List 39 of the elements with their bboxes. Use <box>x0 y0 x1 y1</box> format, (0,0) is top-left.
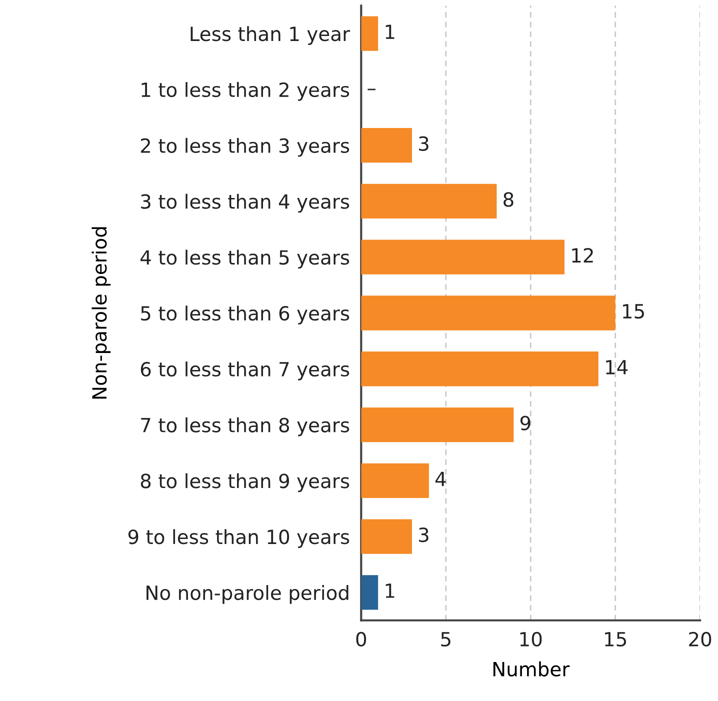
bar <box>361 296 616 330</box>
bar <box>361 407 514 442</box>
bar <box>361 240 564 274</box>
data-label: 12 <box>572 248 593 262</box>
y-tick-label: No non-parole period <box>146 585 348 604</box>
data-label: – <box>368 88 376 90</box>
y-tick-label: 4 to less than 5 years <box>140 250 350 269</box>
y-tick-label: 3 to less than 4 years <box>141 194 350 213</box>
x-tick-label: 20 <box>689 632 712 647</box>
y-tick-label: 8 to less than 9 years <box>140 473 350 492</box>
y-tick-label: 1 to less than 2 years <box>142 82 350 101</box>
data-label: 3 <box>419 136 428 151</box>
data-label: 8 <box>504 192 514 207</box>
bar <box>361 519 412 554</box>
bar <box>361 184 497 219</box>
y-tick-label: 5 to less than 6 years <box>141 306 350 324</box>
bar <box>361 463 429 498</box>
x-tick-label: 0 <box>356 632 366 647</box>
data-label: 4 <box>435 472 446 486</box>
y-axis-title: Non-parole period <box>92 227 111 399</box>
y-tick-label: Less than 1 year <box>190 26 350 45</box>
data-label: 1 <box>386 584 394 598</box>
y-tick-label: 9 to less than 10 years <box>128 529 350 548</box>
x-tick-label: 5 <box>441 632 450 647</box>
data-label: 15 <box>623 304 644 319</box>
data-label: 9 <box>520 416 530 430</box>
bar <box>361 575 378 610</box>
bar <box>361 128 412 163</box>
y-tick-label: 2 to less than 3 years <box>140 138 350 157</box>
x-axis-title: Number <box>493 661 570 676</box>
data-label: 14 <box>606 360 628 374</box>
x-tick-label: 15 <box>605 632 626 647</box>
bar <box>361 352 598 386</box>
data-label: 3 <box>419 527 428 542</box>
x-tick-label: 10 <box>520 632 542 647</box>
data-label: 1 <box>386 24 394 39</box>
y-tick-label: 6 to less than 7 years <box>140 362 350 380</box>
bar <box>361 16 378 51</box>
y-tick-label: 7 to less than 8 years <box>141 417 350 436</box>
